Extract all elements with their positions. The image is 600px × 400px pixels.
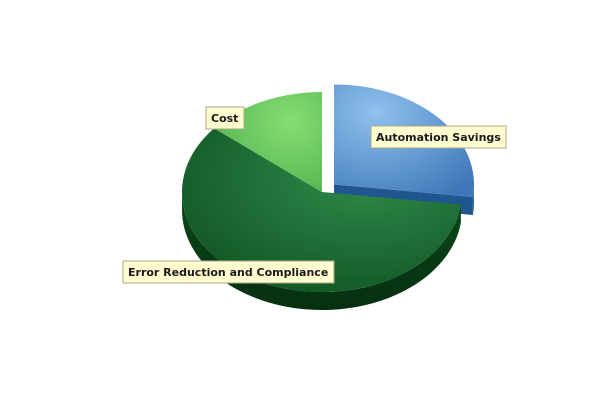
data-label: Error Reduction and Compliance [122, 260, 335, 284]
data-label-box [370, 125, 507, 149]
data-label-box [122, 260, 335, 284]
pie-slice[interactable] [182, 128, 461, 293]
data-label-text: Error Reduction and Compliance [128, 266, 328, 279]
pie-slice-side [472, 184, 475, 215]
data-label: Cost [205, 106, 245, 130]
data-label-box [205, 106, 245, 130]
data-label-text: Cost [211, 112, 238, 125]
data-label: Automation Savings [370, 125, 507, 149]
data-label-text: Automation Savings [376, 131, 501, 144]
